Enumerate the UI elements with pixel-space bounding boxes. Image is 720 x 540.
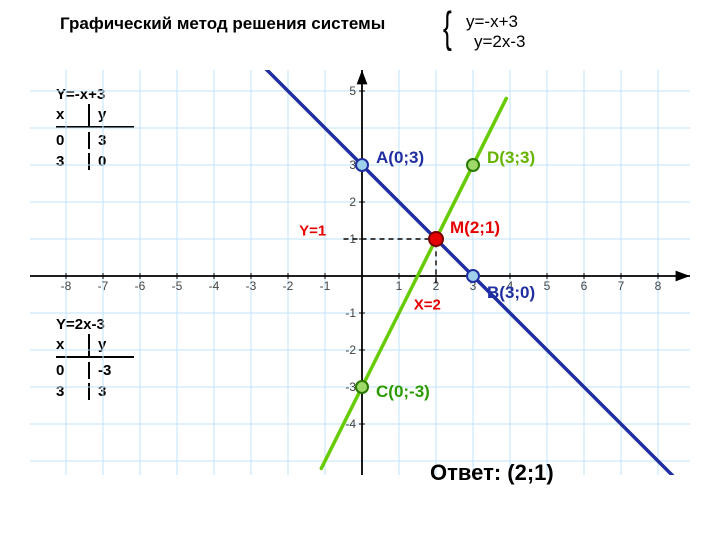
svg-text:-1: -1 bbox=[345, 306, 356, 320]
svg-text:-2: -2 bbox=[345, 343, 356, 357]
svg-text:Y=1: Y=1 bbox=[299, 222, 326, 239]
svg-text:2: 2 bbox=[349, 195, 356, 209]
svg-text:С(0;-3): С(0;-3) bbox=[376, 382, 430, 401]
svg-text:-5: -5 bbox=[172, 279, 183, 293]
svg-text:6: 6 bbox=[581, 279, 588, 293]
svg-text:-1: -1 bbox=[320, 279, 331, 293]
svg-text:А(0;3): А(0;3) bbox=[376, 148, 424, 167]
svg-text:5: 5 bbox=[544, 279, 551, 293]
svg-text:5: 5 bbox=[349, 84, 356, 98]
answer-text: Ответ: (2;1) bbox=[430, 460, 554, 486]
svg-text:D(3;3): D(3;3) bbox=[487, 148, 535, 167]
svg-text:М(2;1): М(2;1) bbox=[450, 218, 500, 237]
svg-text:-3: -3 bbox=[345, 380, 356, 394]
svg-text:-2: -2 bbox=[283, 279, 294, 293]
svg-text:-8: -8 bbox=[61, 279, 72, 293]
coordinate-chart: -8-7-6-5-4-3-2-112345678-4-3-2-11235А(0;… bbox=[0, 0, 720, 540]
svg-text:-4: -4 bbox=[209, 279, 220, 293]
svg-text:-6: -6 bbox=[135, 279, 146, 293]
svg-text:-7: -7 bbox=[98, 279, 109, 293]
svg-text:X=2: X=2 bbox=[414, 296, 441, 313]
svg-text:8: 8 bbox=[655, 279, 662, 293]
svg-text:1: 1 bbox=[396, 279, 403, 293]
svg-text:В(3;0): В(3;0) bbox=[487, 283, 535, 302]
svg-text:-3: -3 bbox=[246, 279, 257, 293]
svg-text:7: 7 bbox=[618, 279, 625, 293]
